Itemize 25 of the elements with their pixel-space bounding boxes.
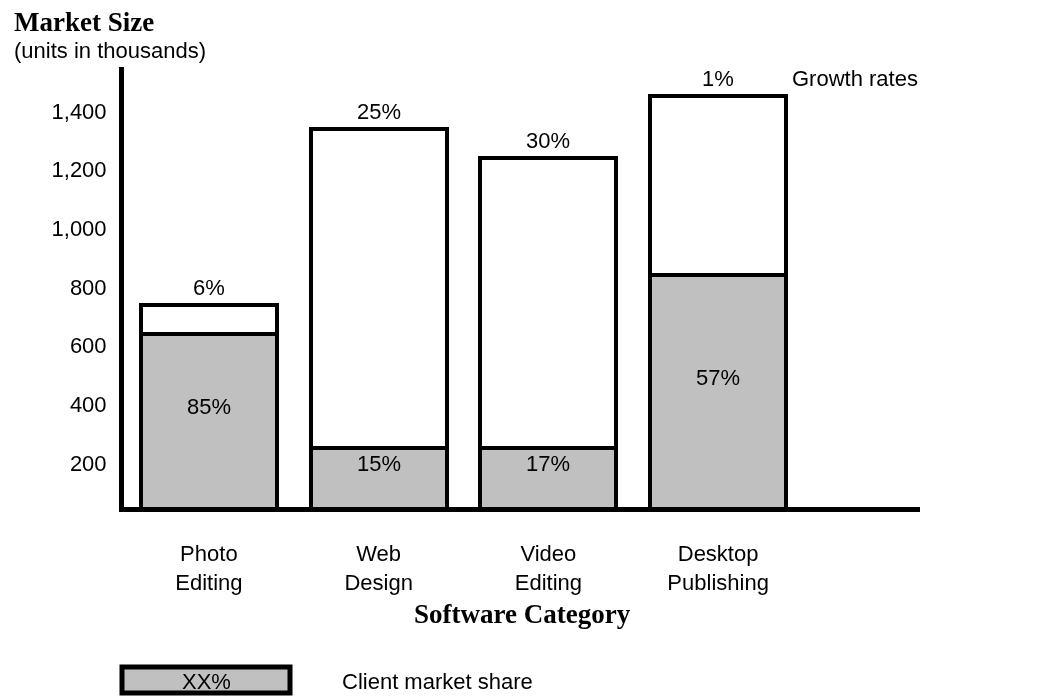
annotation: 17% bbox=[526, 451, 571, 476]
y-tick-label: 800 bbox=[69, 274, 107, 300]
y-tick-label: 1,000 bbox=[51, 216, 107, 242]
x-tick-label: Web Design bbox=[344, 541, 413, 595]
y-axis-title: Market Size bbox=[14, 7, 155, 37]
annotation: 85% bbox=[187, 394, 232, 419]
text: XX% bbox=[182, 669, 231, 694]
x-tick-label: Photo Editing bbox=[175, 541, 243, 595]
text: Client market share bbox=[342, 669, 533, 694]
y-tick-label: 1,200 bbox=[51, 157, 107, 183]
annotation: 30% bbox=[526, 128, 571, 153]
x-tick-label: Video Editing bbox=[514, 541, 582, 595]
text: (units in thousands) bbox=[14, 38, 206, 63]
x-tick-label: Desktop Publishing bbox=[667, 541, 769, 595]
annotation: Growth rates bbox=[792, 66, 918, 91]
annotation: 15% bbox=[357, 451, 402, 476]
annotation: 1% bbox=[702, 66, 734, 91]
annotation: 6% bbox=[193, 275, 225, 300]
y-tick-label: 200 bbox=[69, 450, 107, 476]
annotation: 57% bbox=[696, 365, 741, 390]
y-tick-label: 600 bbox=[69, 333, 107, 359]
annotation: 25% bbox=[357, 99, 402, 124]
y-tick-label: 1,400 bbox=[51, 98, 107, 124]
x-axis-title: Software Category bbox=[414, 599, 631, 629]
y-tick-label: 400 bbox=[69, 392, 107, 418]
